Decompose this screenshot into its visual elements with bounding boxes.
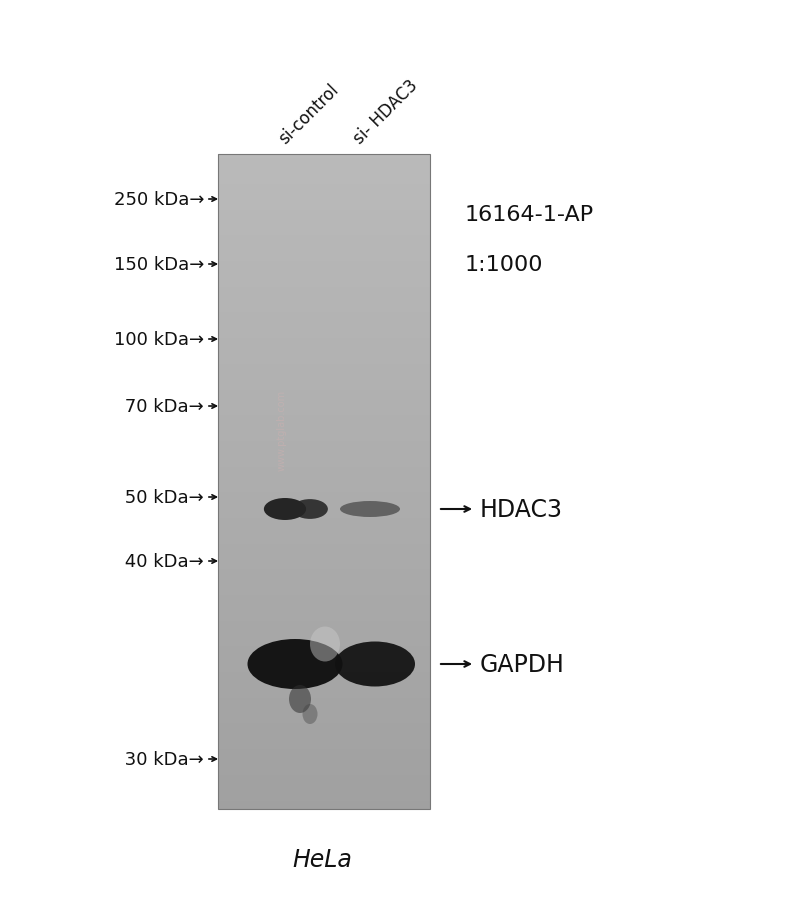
Ellipse shape xyxy=(340,502,400,518)
Ellipse shape xyxy=(264,499,306,520)
Text: HDAC3: HDAC3 xyxy=(480,497,563,521)
Text: 70 kDa→: 70 kDa→ xyxy=(119,398,204,416)
Text: 250 kDa→: 250 kDa→ xyxy=(113,191,204,208)
Text: si-control: si-control xyxy=(275,81,343,148)
Text: GAPDH: GAPDH xyxy=(480,652,565,676)
Text: 40 kDa→: 40 kDa→ xyxy=(119,552,204,570)
Ellipse shape xyxy=(310,627,340,662)
Ellipse shape xyxy=(302,704,317,724)
Text: 150 kDa→: 150 kDa→ xyxy=(113,255,204,273)
Text: www.ptglab.com: www.ptglab.com xyxy=(277,389,286,470)
Text: HeLa: HeLa xyxy=(292,847,352,871)
Text: 100 kDa→: 100 kDa→ xyxy=(114,331,204,348)
Ellipse shape xyxy=(289,686,311,713)
Bar xyxy=(218,155,430,809)
Text: 16164-1-AP: 16164-1-AP xyxy=(465,205,594,225)
Ellipse shape xyxy=(335,642,415,686)
Text: si- HDAC3: si- HDAC3 xyxy=(351,77,422,148)
Text: 1:1000: 1:1000 xyxy=(465,254,543,275)
Text: 30 kDa→: 30 kDa→ xyxy=(119,750,204,769)
Text: 50 kDa→: 50 kDa→ xyxy=(119,489,204,506)
Ellipse shape xyxy=(247,640,343,689)
Ellipse shape xyxy=(292,500,328,520)
